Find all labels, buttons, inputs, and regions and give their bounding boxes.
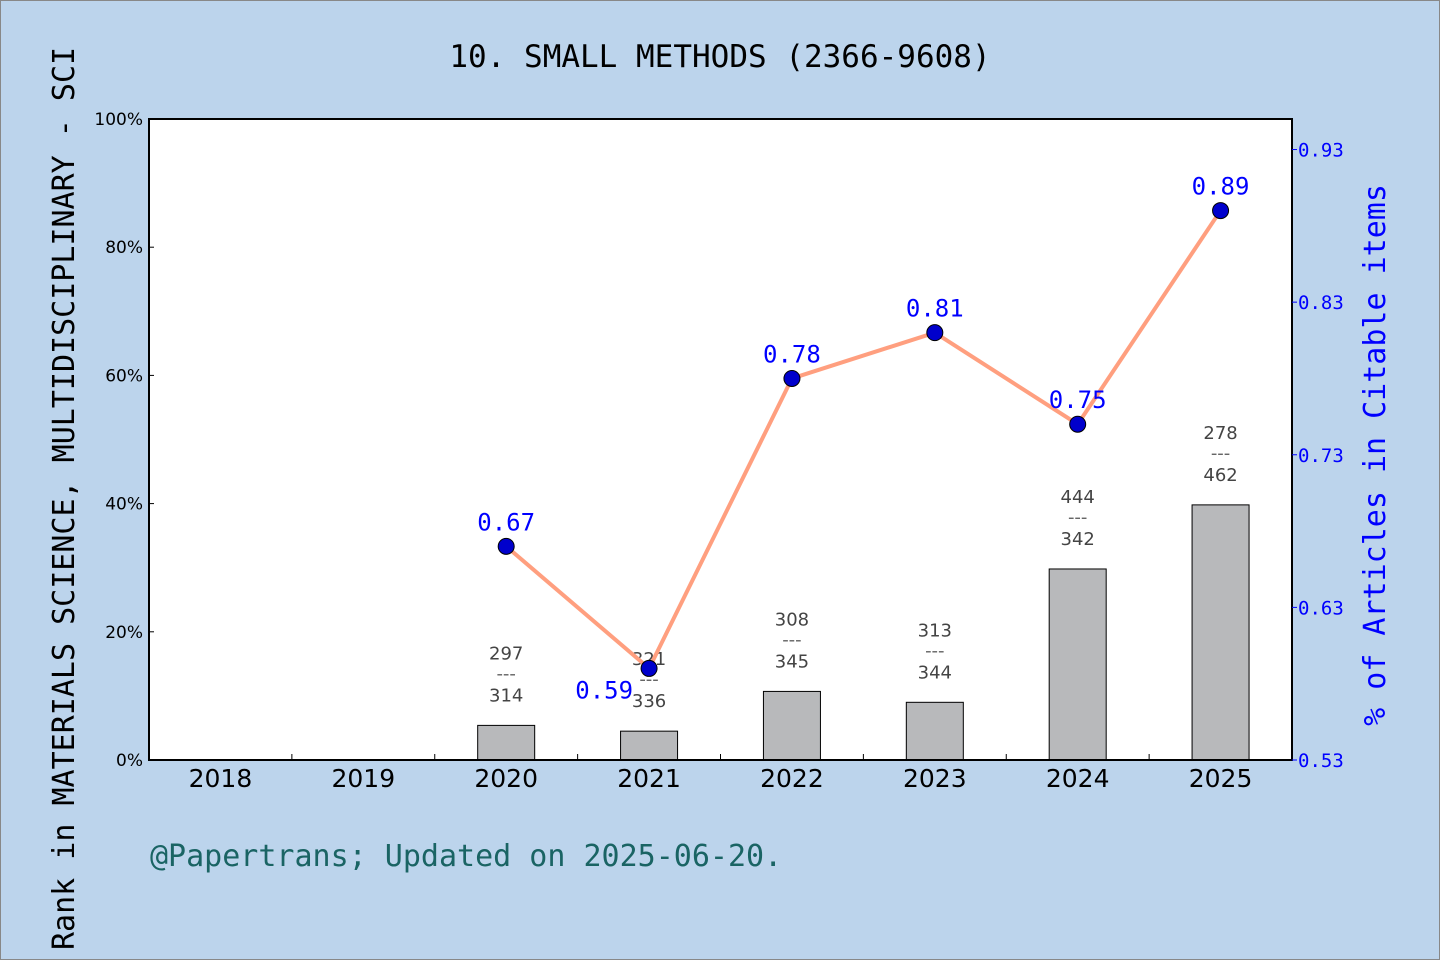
line-point-2021 — [640, 659, 658, 677]
bar-total-label: 342 — [1061, 529, 1095, 550]
left-tick-label: 80% — [105, 238, 143, 258]
x-tick-label: 2024 — [1046, 764, 1110, 793]
bar-label-separator: --- — [925, 640, 945, 661]
bar-2023 — [905, 701, 964, 761]
line-point-2024 — [1069, 415, 1087, 433]
left-axis-label: Rank in MATERIALS SCIENCE, MULTIDISCIPLI… — [47, 47, 82, 950]
line-point-2025 — [1212, 202, 1230, 220]
line-point-2022 — [783, 369, 801, 387]
left-tick-label: 20% — [105, 623, 143, 643]
right-tick-label: 0.73 — [1298, 445, 1344, 467]
x-tick-label: 2020 — [474, 764, 538, 793]
left-tick-label: 40% — [105, 495, 143, 515]
bar-total-label: 345 — [775, 651, 809, 672]
bar-label-separator: --- — [782, 629, 802, 650]
line-point-label: 0.75 — [1049, 386, 1107, 414]
line-point-2020 — [497, 537, 515, 555]
bar-total-label: 336 — [632, 691, 666, 712]
bar-2025 — [1191, 504, 1250, 761]
bar-rank-label: 297 — [489, 643, 523, 664]
bar-total-label: 344 — [918, 662, 952, 683]
line-point-label: 0.89 — [1192, 173, 1250, 201]
x-tick-label: 2023 — [903, 764, 967, 793]
right-tick-label: 0.93 — [1298, 140, 1344, 162]
bar-total-label: 462 — [1203, 465, 1237, 486]
x-tick-label: 2021 — [617, 764, 681, 793]
left-tick-label: 0% — [116, 751, 143, 771]
right-tick-label: 0.63 — [1298, 597, 1344, 619]
x-tick-label: 2025 — [1189, 764, 1253, 793]
x-tick-label: 2018 — [189, 764, 253, 793]
right-tick-label: 0.83 — [1298, 292, 1344, 314]
bar-rank-label: 313 — [918, 620, 952, 641]
footer-credit: @Papertrans; Updated on 2025-06-20. — [150, 839, 782, 874]
bar-2020 — [477, 724, 536, 761]
x-tick-label: 2022 — [760, 764, 824, 793]
bar-2022 — [762, 690, 821, 761]
bar-rank-label: 278 — [1203, 423, 1237, 444]
line-series — [504, 209, 1223, 672]
right-tick-label: 0.53 — [1298, 750, 1344, 772]
bar-2021 — [620, 730, 679, 761]
chart-title: 10. SMALL METHODS (2366-9608) — [449, 39, 990, 75]
line-point-label: 0.81 — [906, 295, 964, 323]
bar-rank-label: 308 — [775, 609, 809, 630]
bar-rank-label: 444 — [1061, 487, 1095, 508]
bar-2024 — [1048, 568, 1107, 761]
plot-area — [149, 119, 1292, 760]
bar-label-separator: --- — [1068, 507, 1088, 528]
bar-label-separator: --- — [496, 663, 516, 684]
line-point-label: 0.78 — [763, 340, 821, 368]
line-point-label: 0.67 — [477, 508, 535, 536]
bar-label-separator: --- — [1211, 443, 1231, 464]
line-point-2023 — [926, 324, 944, 342]
line-point-label: 0.59 — [575, 676, 633, 704]
bar-total-label: 314 — [489, 685, 523, 706]
right-axis-label: % of Articles in Citable items — [1358, 184, 1393, 726]
x-tick-label: 2019 — [332, 764, 396, 793]
left-tick-label: 60% — [105, 366, 143, 386]
left-tick-label: 100% — [94, 110, 143, 130]
